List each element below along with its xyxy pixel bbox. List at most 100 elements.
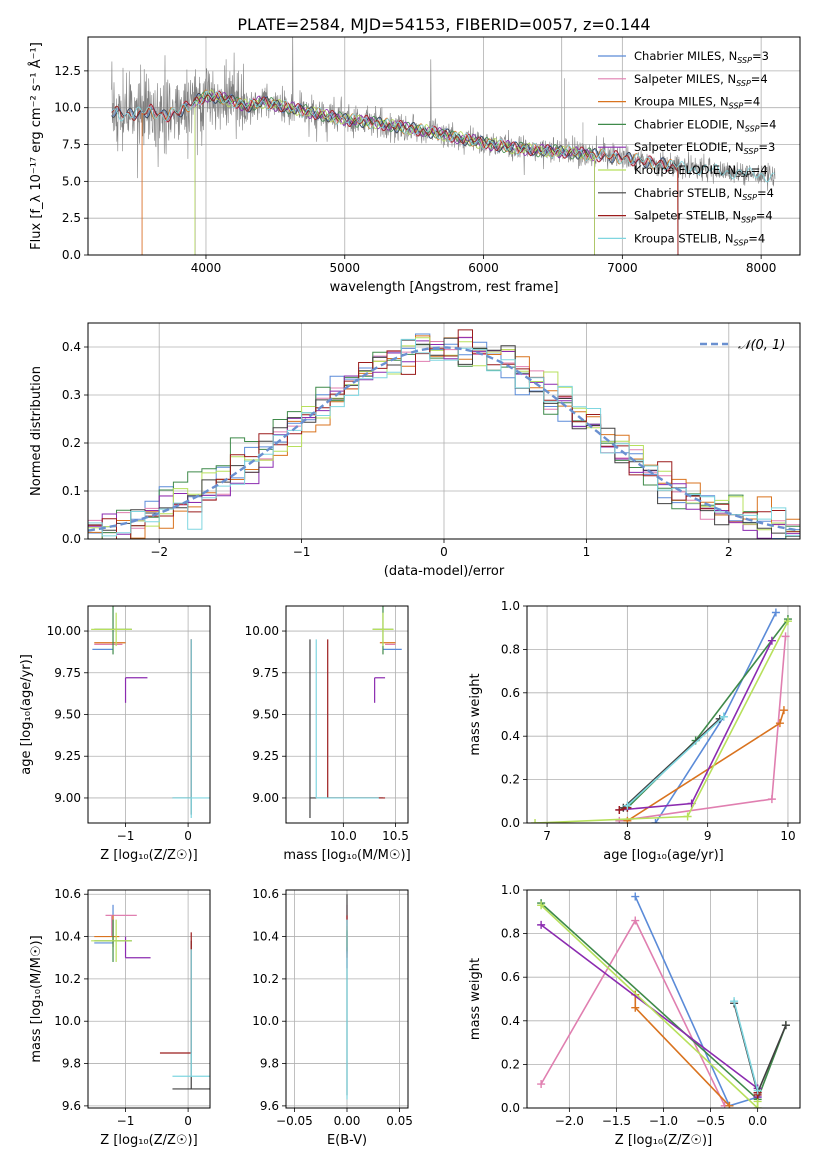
x-tick-label: −1.0: [649, 1114, 678, 1128]
legend-label-salpeter-miles: Salpeter MILES, NSSP=4: [634, 72, 768, 88]
model-line-kroupa-elodie: [194, 89, 595, 255]
y-axis-label: mass [log₁₀(M/M☉)]: [29, 935, 44, 1062]
y-axis-label: mass weight: [468, 958, 483, 1040]
y-tick-label: 9.00: [54, 791, 81, 805]
marker: [537, 920, 546, 929]
axes-frame: [285, 605, 409, 824]
y-tick-label: 10.0: [54, 1014, 81, 1028]
x-tick-label: 0: [184, 1114, 192, 1128]
x-tick-label: −0.05: [276, 1114, 313, 1128]
plot-area: [111, 37, 776, 255]
x-tick-label: 10: [780, 829, 795, 843]
marker: [683, 812, 692, 821]
point-salpeter-elodie: [374, 677, 386, 703]
panel-age-vs-mass: 10.0 10.5 9.00 9.25 9.50 9.75 10.00 mass [log₁₀…: [245, 605, 411, 863]
x-axis-label: (data-model)/error: [384, 564, 505, 579]
normal-curve: [88, 346, 798, 532]
y-tick-label: 0.8: [501, 927, 520, 941]
series-kroupa-stelib: [623, 712, 728, 810]
point-kroupa-stelib: [172, 639, 210, 818]
series-chabrier-miles: [651, 608, 780, 823]
model-line-salpeter-elodie: [194, 92, 595, 255]
model-line-kroupa-stelib: [111, 90, 775, 183]
y-tick-label: 10.00: [245, 624, 279, 638]
x-tick-label: 8: [624, 829, 632, 843]
y-tick-label: 0.2: [62, 436, 81, 450]
y-axis-label: mass weight: [468, 673, 483, 755]
y-tick-label: 0.0: [62, 248, 81, 262]
x-axis-label: mass [log₁₀(M/M☉)]: [283, 848, 410, 863]
y-tick-label: 10.6: [252, 887, 279, 901]
marker: [615, 816, 624, 823]
marker: [753, 1086, 762, 1095]
panel-age-vs-z: −1 0 9.00 9.25 9.50 9.75 10.00 Z [log₁₀(Z/Z☉)] a…: [19, 605, 211, 863]
marker: [623, 816, 632, 823]
plot-area: [91, 606, 210, 818]
model-line-kroupa-miles: [141, 89, 679, 255]
panel-residuals: −2 −1 0 1 2 0.0 0.1 0.2 0.3 0.4 (data-model)/error…: [29, 322, 801, 579]
legend-label-chabrier-elodie: Chabrier ELODIE, NSSP=4: [634, 117, 776, 133]
axes-frame: [87, 605, 211, 824]
x-axis-label: Z [log₁₀(Z/Z☉)]: [615, 1133, 712, 1148]
y-axis-label: Flux [f_λ 10⁻¹⁷ erg cm⁻² s⁻¹ Å⁻¹]: [28, 42, 44, 250]
marker: [631, 892, 640, 901]
series-kroupa-elodie: [531, 617, 792, 823]
y-tick-label: 9.6: [260, 1099, 279, 1113]
plot-area: [91, 904, 210, 1090]
panel-mass-vs-ebv: −0.05 0.00 0.05 9.6 9.8 10.0 10.2 10.4 10.6 E(B-V…: [252, 887, 413, 1148]
legend: Chabrier MILES, NSSP=3 Salpeter MILES, NS…: [598, 49, 776, 247]
point-chabrier-miles: [94, 904, 114, 944]
legend-label-chabrier-miles: Chabrier MILES, NSSP=3: [634, 49, 769, 65]
y-tick-label: 12.5: [54, 64, 81, 78]
y-tick-label: 9.8: [260, 1057, 279, 1071]
panel-spectrum: 4000 5000 6000 7000 8000 0.0 2.5 5.0 7.5 10.0 12.5…: [28, 36, 801, 295]
panel-weight-vs-z: −2.0 −1.5 −1.0 −0.5 0.0 0.0 0.2 0.4 0.6 0.8 1.0 Z […: [468, 883, 801, 1148]
x-tick-label: 1: [583, 545, 591, 559]
x-tick-label: −1: [117, 829, 135, 843]
x-axis-label: age [log₁₀(age/yr)]: [603, 848, 724, 863]
series-salpeter-elodie: [615, 636, 776, 814]
marker: [631, 1003, 640, 1012]
x-axis-label: E(B-V): [327, 1133, 367, 1148]
panel-weight-vs-age: 7 8 9 10 0.0 0.2 0.4 0.6 0.8 1.0 age [log₁₀(age/yr…: [468, 599, 801, 863]
y-tick-label: 0.1: [62, 484, 81, 498]
y-tick-label: 9.25: [252, 749, 279, 763]
y-tick-label: 2.5: [62, 211, 81, 225]
marker: [767, 636, 776, 645]
marker: [775, 719, 784, 728]
point-kroupa-stelib: [315, 639, 379, 799]
x-tick-label: −0.5: [696, 1114, 725, 1128]
legend-label-salpeter-stelib: Salpeter STELIB, NSSP=4: [634, 209, 773, 225]
y-tick-label: 10.0: [54, 101, 81, 115]
series-kroupa-miles: [623, 706, 788, 823]
x-tick-label: 4000: [191, 261, 222, 275]
histogram-salpeter-stelib: [88, 329, 800, 539]
x-tick-label: −2: [150, 545, 168, 559]
y-tick-label: 10.0: [252, 1014, 279, 1028]
plot-area: [88, 329, 800, 539]
y-tick-label: 0.6: [501, 970, 520, 984]
y-tick-label: 0.0: [501, 1101, 520, 1115]
x-axis-label: Z [log₁₀(Z/Z☉)]: [100, 848, 197, 863]
marker: [651, 819, 660, 823]
y-tick-label: 10.6: [54, 887, 81, 901]
x-tick-label: −1: [293, 545, 311, 559]
point-salpeter-elodie: [124, 677, 148, 703]
x-tick-label: 5000: [329, 261, 360, 275]
x-tick-label: −1.5: [602, 1114, 631, 1128]
y-tick-label: 9.00: [252, 791, 279, 805]
marker: [537, 1080, 546, 1089]
marker: [783, 617, 792, 626]
y-tick-label: 9.8: [62, 1057, 81, 1071]
x-tick-label: 7: [543, 829, 551, 843]
y-tick-label: 9.25: [54, 749, 81, 763]
y-tick-label: 1.0: [501, 599, 520, 613]
plot-area: [531, 608, 792, 823]
y-tick-label: 10.4: [252, 930, 279, 944]
y-tick-label: 9.50: [54, 708, 81, 722]
y-tick-label: 10.2: [252, 972, 279, 986]
axes-frame: [526, 605, 801, 824]
x-tick-label: 0: [440, 545, 448, 559]
x-tick-label: 6000: [468, 261, 499, 275]
